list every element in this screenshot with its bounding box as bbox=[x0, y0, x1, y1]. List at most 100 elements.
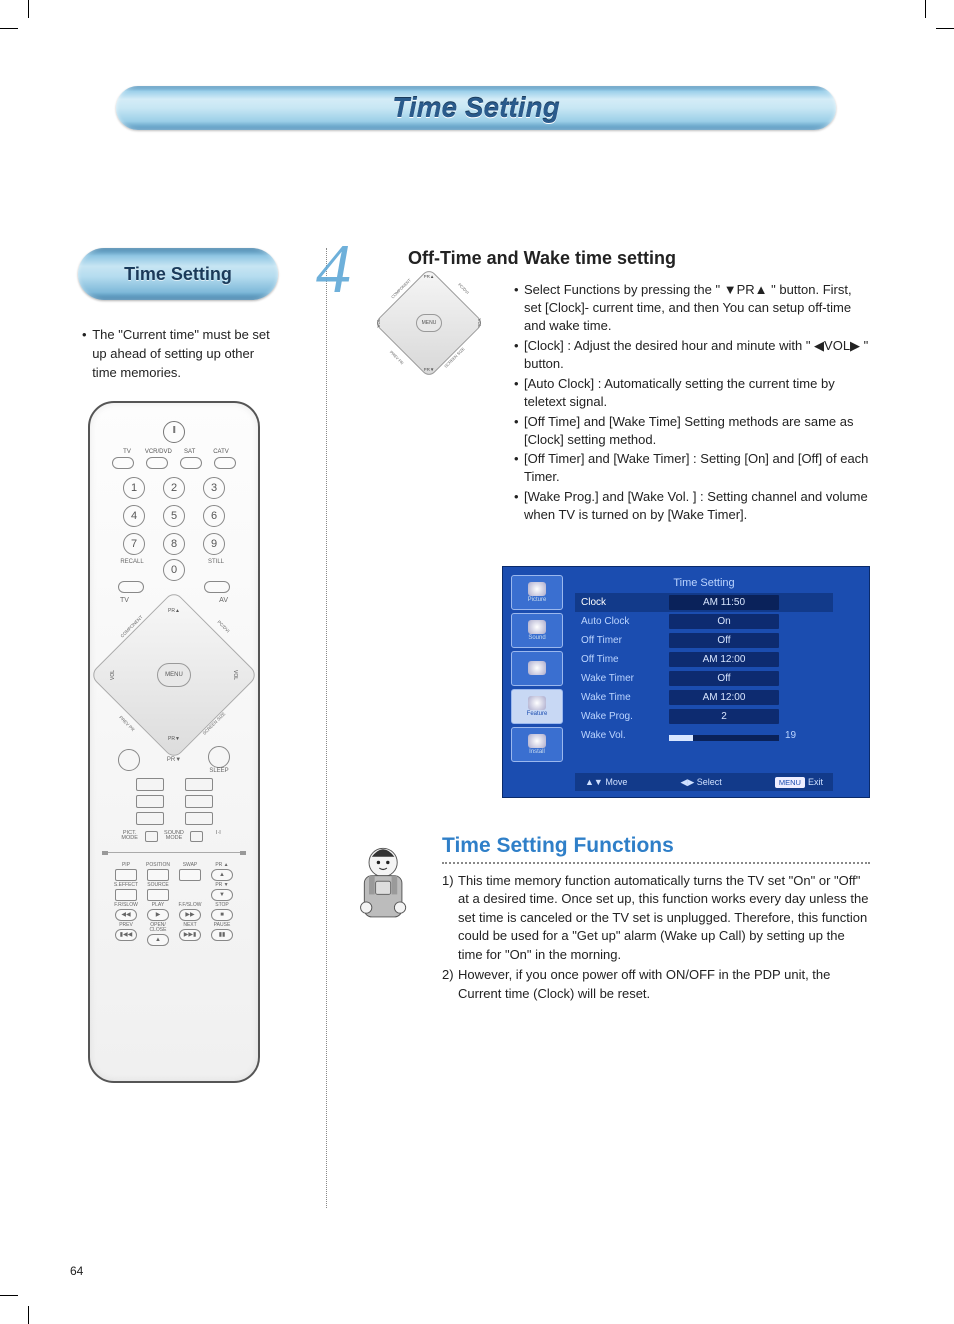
osd-slider[interactable] bbox=[669, 735, 779, 741]
function-item: 1)This time memory function automaticall… bbox=[442, 872, 870, 964]
osd-key: Auto Clock bbox=[575, 616, 669, 627]
title-pill: Time Setting bbox=[116, 86, 836, 130]
functions-heading: Time Setting Functions bbox=[442, 834, 870, 858]
bullet-item: [Wake Prog.] and [Wake Vol. ] : Setting … bbox=[514, 488, 870, 524]
circle-btn-left[interactable] bbox=[118, 749, 140, 771]
osd-tab[interactable] bbox=[511, 651, 563, 686]
num-9[interactable]: 9 bbox=[203, 533, 225, 555]
num-2[interactable]: 2 bbox=[163, 477, 185, 499]
fig-prup: PR▲ bbox=[424, 274, 435, 279]
rect-btn[interactable] bbox=[185, 812, 213, 825]
osd-row[interactable]: ClockAM 11:50 bbox=[575, 593, 833, 612]
osd-key: Wake Time bbox=[575, 692, 669, 703]
rect-btn[interactable] bbox=[136, 778, 164, 791]
osd-tab-label: Sound bbox=[528, 635, 545, 641]
osd-row[interactable]: Off TimeAM 12:00 bbox=[575, 650, 833, 669]
side-note-text: The "Current time" must be set up ahead … bbox=[92, 326, 272, 383]
page-number: 64 bbox=[70, 1264, 83, 1278]
osd-row[interactable]: Off TimerOff bbox=[575, 631, 833, 650]
num-4[interactable]: 4 bbox=[123, 505, 145, 527]
osd-key: Wake Vol. bbox=[575, 730, 669, 741]
pip-button[interactable]: ▶▶▮ bbox=[179, 929, 201, 941]
num-0[interactable]: 0 bbox=[163, 559, 185, 581]
sleep-btn[interactable] bbox=[208, 746, 230, 768]
pip-label: OPEN/ CLOSE bbox=[144, 923, 172, 933]
pip-button[interactable]: ▮▮ bbox=[211, 929, 233, 941]
src-btn[interactable] bbox=[112, 457, 134, 469]
rect-btn[interactable] bbox=[136, 812, 164, 825]
pip-button[interactable]: ▲ bbox=[211, 869, 233, 881]
num-8[interactable]: 8 bbox=[163, 533, 185, 555]
pip-button[interactable] bbox=[147, 889, 169, 901]
pip-label: SOURCE bbox=[144, 883, 172, 888]
src-btn[interactable] bbox=[214, 457, 236, 469]
osd-row[interactable]: Wake Vol.19 bbox=[575, 726, 833, 745]
osd-row[interactable]: Auto ClockOn bbox=[575, 612, 833, 631]
pip-button[interactable] bbox=[147, 869, 169, 881]
osd-footer-select: ◀▶ Select bbox=[680, 777, 721, 788]
num-5[interactable]: 5 bbox=[163, 505, 185, 527]
osd-tab[interactable]: Install bbox=[511, 727, 563, 762]
osd-tab-label: Feature bbox=[527, 711, 548, 717]
pip-button[interactable]: ▶ bbox=[147, 909, 169, 921]
osd-row[interactable]: Wake TimeAM 12:00 bbox=[575, 688, 833, 707]
src-sat: SAT bbox=[175, 449, 205, 455]
dpad[interactable]: PR▲ PR▼ VOL VOL COMPONENT PC/DVI PREV PR… bbox=[109, 610, 239, 740]
pip-label: PREV bbox=[112, 923, 140, 928]
rect-btn[interactable] bbox=[136, 795, 164, 808]
osd-row[interactable]: Wake Prog.2 bbox=[575, 707, 833, 726]
pip-button[interactable]: ▮◀◀ bbox=[115, 929, 137, 941]
osd-tab-label: Picture bbox=[528, 597, 547, 603]
pip-button[interactable] bbox=[179, 869, 201, 881]
pr-up-label: PR▲ bbox=[154, 608, 194, 614]
pip-button[interactable]: ▼ bbox=[211, 889, 233, 901]
dotted-rule bbox=[442, 862, 870, 864]
fig-vol-r: VOL bbox=[477, 318, 482, 327]
rect-btn[interactable] bbox=[185, 778, 213, 791]
rect-btn[interactable] bbox=[145, 831, 158, 842]
osd-tab-label: Install bbox=[529, 749, 545, 755]
pip-button[interactable] bbox=[115, 889, 137, 901]
pip-grid: PIPPOSITIONSWAPPR ▲▲S.EFFECTSOURCEPR ▼▼F… bbox=[112, 863, 236, 946]
fig-menu: MENU bbox=[416, 314, 442, 332]
num-1[interactable]: 1 bbox=[123, 477, 145, 499]
fig-prdn: PR▼ bbox=[424, 367, 435, 372]
src-btn[interactable] bbox=[180, 457, 202, 469]
rect-btn[interactable] bbox=[185, 795, 213, 808]
pip-label: PIP bbox=[112, 863, 140, 868]
osd-tab-icon bbox=[528, 582, 546, 596]
num-6[interactable]: 6 bbox=[203, 505, 225, 527]
pip-label: PR ▲ bbox=[208, 863, 236, 868]
bullet-list: Select Functions by pressing the " ▼PR▲ … bbox=[514, 281, 870, 524]
num-7[interactable]: 7 bbox=[123, 533, 145, 555]
diag-pcdvi: PC/DVI bbox=[216, 619, 230, 633]
osd-tab[interactable]: Sound bbox=[511, 613, 563, 648]
pip-button[interactable]: ■ bbox=[211, 909, 233, 921]
osd-footer-exit: MENUExit bbox=[775, 777, 823, 788]
pip-button[interactable] bbox=[115, 869, 137, 881]
pip-button[interactable]: ▲ bbox=[147, 934, 169, 946]
recall-btn[interactable] bbox=[118, 581, 144, 593]
recall-label: RECALL bbox=[118, 559, 146, 565]
pip-button[interactable]: ◀◀ bbox=[115, 909, 137, 921]
pip-label: SWAP bbox=[176, 863, 204, 868]
fig-tr: PC/DVI bbox=[457, 282, 470, 295]
osd-value: AM 12:00 bbox=[669, 690, 779, 705]
num-3[interactable]: 3 bbox=[203, 477, 225, 499]
fig-vol-l: VOL bbox=[376, 318, 381, 327]
pip-button[interactable]: ▶▶ bbox=[179, 909, 201, 921]
osd-tab-icon bbox=[528, 734, 546, 748]
still-btn[interactable] bbox=[204, 581, 230, 593]
rect-btn[interactable] bbox=[190, 831, 203, 842]
osd-tab[interactable]: Feature bbox=[511, 689, 563, 724]
src-btn[interactable] bbox=[146, 457, 168, 469]
osd-key: Wake Prog. bbox=[575, 711, 669, 722]
tv-label: TV bbox=[120, 597, 129, 604]
osd-key: Off Time bbox=[575, 654, 669, 665]
osd-tab[interactable]: Picture bbox=[511, 575, 563, 610]
menu-button[interactable]: MENU bbox=[157, 663, 191, 687]
right-column: 4 Off-Time and Wake time setting PR▲ PR▼… bbox=[344, 248, 870, 526]
pip-label: F.F/SLOW bbox=[176, 903, 204, 908]
power-button[interactable] bbox=[163, 421, 185, 443]
osd-row[interactable]: Wake TimerOff bbox=[575, 669, 833, 688]
